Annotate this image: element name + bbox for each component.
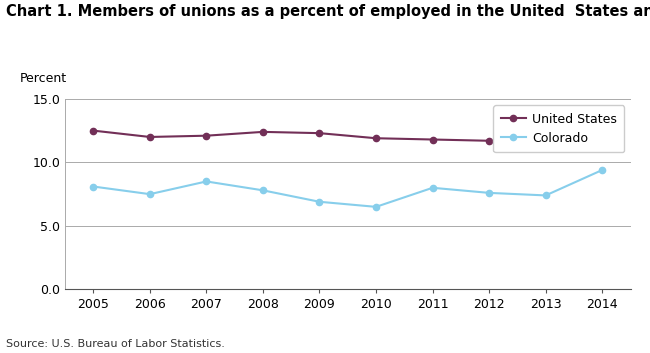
Colorado <box>316 200 324 204</box>
Colorado <box>428 186 436 190</box>
Colorado <box>542 193 550 198</box>
Colorado <box>90 184 97 189</box>
United States <box>485 139 493 143</box>
United States <box>316 131 324 135</box>
Colorado <box>259 188 267 192</box>
Line: Colorado: Colorado <box>90 167 605 210</box>
Line: United States: United States <box>90 127 605 151</box>
Text: Source: U.S. Bureau of Labor Statistics.: Source: U.S. Bureau of Labor Statistics. <box>6 340 226 349</box>
United States <box>146 135 153 139</box>
Text: Percent: Percent <box>20 72 66 85</box>
United States <box>259 130 267 134</box>
Text: Chart 1. Members of unions as a percent of employed in the United  States and Co: Chart 1. Members of unions as a percent … <box>6 4 650 18</box>
United States <box>599 146 606 150</box>
Colorado <box>146 192 153 196</box>
Legend: United States, Colorado: United States, Colorado <box>493 105 624 152</box>
Colorado <box>203 179 211 184</box>
United States <box>542 144 550 148</box>
Colorado <box>485 191 493 195</box>
Colorado <box>372 205 380 209</box>
United States <box>372 136 380 140</box>
United States <box>428 137 436 142</box>
United States <box>203 133 211 138</box>
United States <box>90 128 97 133</box>
Colorado <box>599 168 606 172</box>
